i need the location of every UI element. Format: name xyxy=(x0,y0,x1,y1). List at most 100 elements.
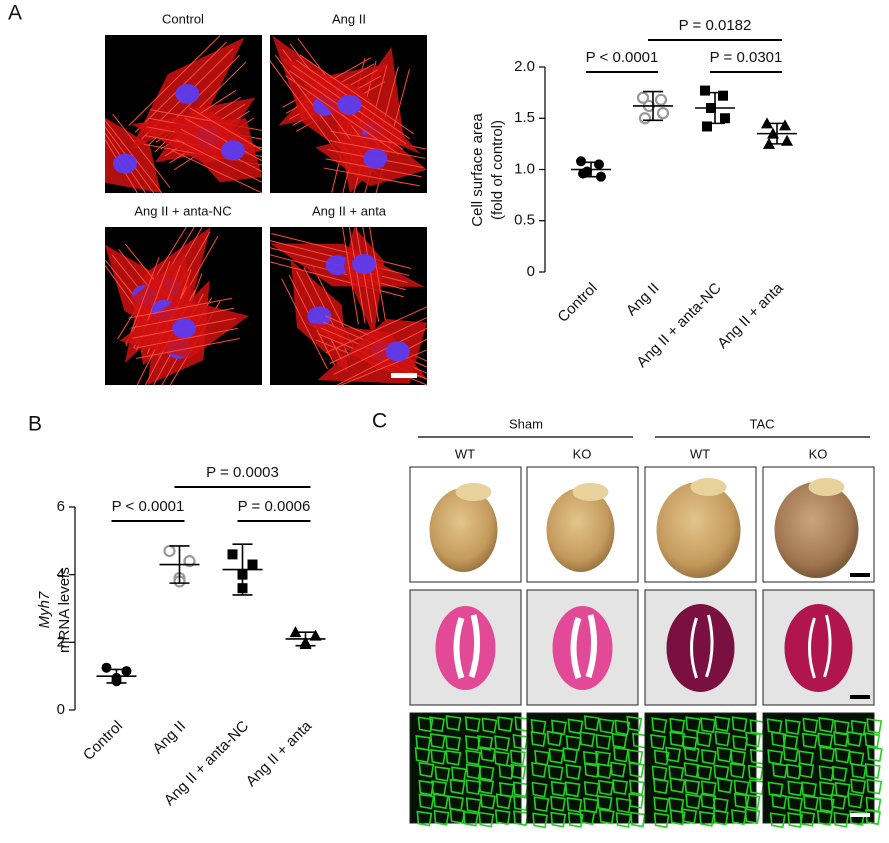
cell-border xyxy=(733,792,750,809)
image-label: Control xyxy=(162,11,204,26)
cell-border xyxy=(432,793,449,810)
data-point xyxy=(720,113,730,124)
cell-border xyxy=(531,761,547,778)
cell-border xyxy=(613,746,629,763)
data-point xyxy=(636,91,650,104)
fiber xyxy=(337,338,428,386)
atrium xyxy=(808,478,845,496)
cell-border xyxy=(534,749,550,766)
cell-border xyxy=(801,732,818,749)
fiber xyxy=(176,139,263,183)
data-point xyxy=(781,134,793,146)
cell-border xyxy=(478,811,495,828)
cell-border xyxy=(716,746,733,763)
data-point xyxy=(121,666,132,677)
cell-border xyxy=(866,746,883,762)
cell-border xyxy=(550,795,566,812)
heart xyxy=(774,482,859,578)
cell-border xyxy=(731,716,748,733)
cell-border xyxy=(731,809,747,826)
nucleus xyxy=(337,94,362,115)
atrium xyxy=(690,478,727,496)
cell-border xyxy=(652,778,669,795)
cell-border xyxy=(416,810,433,827)
heart xyxy=(656,482,741,578)
fiber xyxy=(348,226,366,324)
cell-border xyxy=(818,717,835,733)
cell-border xyxy=(551,719,567,736)
fiber xyxy=(333,327,428,375)
y-tick-label: 4 xyxy=(57,566,65,583)
image-label: Ang II + anta-NC xyxy=(134,203,231,218)
y-tick-label: 1.5 xyxy=(514,109,535,126)
image-label: Ang II + anta xyxy=(312,203,387,218)
cell-border xyxy=(712,809,729,826)
cell-border xyxy=(745,731,761,748)
fiber xyxy=(285,75,400,155)
data-point xyxy=(638,112,652,125)
fiber xyxy=(125,257,160,347)
nucleus xyxy=(385,341,410,362)
cell-border xyxy=(681,808,698,825)
nucleus xyxy=(307,306,332,327)
fiber xyxy=(271,233,412,269)
cell-border xyxy=(787,812,804,828)
x-tick-label: Ang II xyxy=(149,718,189,758)
p-value: P = 0.0182 xyxy=(679,17,752,34)
images xyxy=(104,35,883,829)
cell-border xyxy=(653,749,670,766)
cell-border xyxy=(685,793,702,810)
cell-border xyxy=(669,777,686,794)
section xyxy=(435,606,496,690)
cell-border xyxy=(583,715,600,732)
cell-border xyxy=(546,730,563,747)
cell-border xyxy=(615,812,632,828)
cell-border xyxy=(864,732,881,749)
lumen xyxy=(570,614,597,679)
cell-border xyxy=(787,795,803,812)
nucleus xyxy=(220,140,245,161)
cell-border xyxy=(787,780,804,797)
fiber xyxy=(128,297,233,319)
fiber xyxy=(355,226,373,323)
data-point xyxy=(700,85,710,96)
cell-border xyxy=(533,796,550,813)
cell-border xyxy=(445,715,462,731)
data-point xyxy=(779,119,791,131)
heart xyxy=(546,488,615,572)
cell-border xyxy=(818,796,835,813)
cell-border xyxy=(684,779,701,795)
cell-border xyxy=(583,781,600,797)
cell-border xyxy=(818,765,835,782)
cell-border xyxy=(749,779,765,796)
cell-border xyxy=(665,746,681,763)
cell-border xyxy=(429,733,446,749)
data-point xyxy=(576,156,586,167)
cell-border xyxy=(767,781,784,798)
cell-border xyxy=(530,731,547,747)
nucleus xyxy=(363,148,388,169)
cell-border xyxy=(651,717,668,734)
cell-border xyxy=(449,778,466,795)
cell-border xyxy=(465,763,482,780)
fiber xyxy=(171,149,263,194)
cell-border xyxy=(598,808,615,825)
cell-border xyxy=(494,735,511,752)
data-point xyxy=(702,121,712,132)
cell-border xyxy=(477,735,494,751)
cell-border xyxy=(782,746,799,763)
cell-border xyxy=(834,747,851,764)
cell-border xyxy=(817,732,834,749)
fiber xyxy=(134,327,238,349)
cell-border xyxy=(478,765,495,782)
scale-bar xyxy=(850,695,870,699)
cell-border xyxy=(683,762,700,778)
y-tick-label: 0 xyxy=(57,701,65,718)
p-value: P = 0.0301 xyxy=(710,49,783,66)
section xyxy=(552,606,613,690)
cell-border xyxy=(612,779,629,795)
cell-border xyxy=(445,735,461,751)
cell-border xyxy=(464,735,481,752)
column-label: WT xyxy=(455,446,475,461)
data-point xyxy=(718,90,728,101)
